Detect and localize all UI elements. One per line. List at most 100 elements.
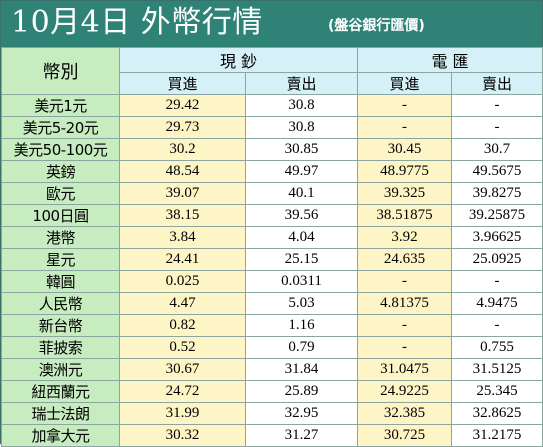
group-header-row: 幣別 現 鈔 電 匯 (1, 47, 543, 95)
currency-name-cell: 加拿大元 (1, 424, 120, 447)
currency-name-cell: 紐西蘭元 (1, 380, 120, 403)
cash-sell-cell: 30.8 (245, 94, 358, 117)
currency-name-cell: 歐元 (1, 182, 120, 205)
wire-sell-cell: 25.345 (451, 380, 543, 403)
cash-buy-cell: 30.32 (119, 424, 246, 447)
currency-name-cell: 100日圓 (1, 204, 120, 227)
wire-group-header: 電 匯 (357, 47, 543, 73)
wire-sell-cell: 32.8625 (451, 402, 543, 425)
cash-buy-cell: 30.67 (119, 358, 246, 381)
wire-sell-header: 賣出 (451, 72, 543, 95)
cash-sell-cell: 31.27 (245, 424, 358, 447)
currency-name-cell: 澳洲元 (1, 358, 120, 381)
wire-buy-cell: - (357, 94, 452, 117)
cash-buy-cell: 0.52 (119, 336, 246, 359)
wire-buy-cell: - (357, 314, 452, 337)
currency-name-cell: 星元 (1, 248, 120, 271)
wire-buy-cell: 3.92 (357, 226, 452, 249)
wire-buy-cell: 48.9775 (357, 160, 452, 183)
rate-rows: 美元1元 29.42 30.8- - 美元5-20元 29.73 30.8- - 美元50-10… (1, 94, 543, 447)
wire-buy-cell: 24.9225 (357, 380, 452, 403)
table-row: 加拿大元 30.32 31.27 30.725 31.2175 (1, 424, 543, 447)
cash-group-label: 現 鈔 (219, 52, 258, 71)
wire-buy-cell: 24.635 (357, 248, 452, 271)
wire-sell-cell: 31.2175 (451, 424, 543, 447)
cash-sell-cell: 30.8 (245, 116, 358, 139)
cash-buy-cell: 48.54 (119, 160, 246, 183)
table-row: 人民幣 4.47 5.03 4.81375 4.9475 (1, 292, 543, 315)
currency-name-cell: 新台幣 (1, 314, 120, 337)
table-row: 美元1元 29.42 30.8- - (1, 94, 543, 117)
wire-buy-cell: - (357, 336, 452, 359)
cash-buy-cell: 39.07 (119, 182, 246, 205)
table-row: 美元5-20元 29.73 30.8- - (1, 116, 543, 139)
cash-buy-header: 買進 (119, 72, 246, 95)
cash-buy-cell: 24.72 (119, 380, 246, 403)
wire-sell-cell: - (451, 314, 543, 337)
currency-name-cell: 美元1元 (1, 94, 120, 117)
currency-name-cell: 韓圓 (1, 270, 120, 293)
cash-sell-header: 賣出 (245, 72, 358, 95)
cash-sell-cell: 25.15 (245, 248, 358, 271)
table-row: 星元 24.41 25.15 24.635 25.0925 (1, 248, 543, 271)
wire-sell-cell: 39.8275 (451, 182, 543, 205)
wire-group-label: 電 匯 (431, 52, 469, 71)
cash-buy-cell: 24.41 (119, 248, 246, 271)
wire-buy-header: 買進 (357, 72, 452, 95)
cash-sell-cell: 0.79 (245, 336, 358, 359)
cash-sell-cell: 40.1 (245, 182, 358, 205)
bank-source-label: (盤谷銀行匯價) (328, 18, 425, 34)
cash-buy-cell: 3.84 (119, 226, 246, 249)
currency-name-cell: 瑞士法朗 (1, 402, 120, 425)
cash-buy-cell: 29.42 (119, 94, 246, 117)
currency-column-header: 幣別 (1, 47, 120, 95)
wire-sell-cell: - (451, 94, 543, 117)
cash-buy-cell: 31.99 (119, 402, 246, 425)
table-row: 菲披索 0.52 0.79-0.755 (1, 336, 543, 359)
wire-sell-cell: 31.5125 (451, 358, 543, 381)
table-row: 港幣 3.84 4.04 3.92 3.96625 (1, 226, 543, 249)
cash-buy-cell: 30.2 (119, 138, 246, 161)
currency-name-cell: 港幣 (1, 226, 120, 249)
cash-buy-cell: 4.47 (119, 292, 246, 315)
wire-buy-cell: 31.0475 (357, 358, 452, 381)
wire-buy-cell: 39.325 (357, 182, 452, 205)
exchange-rate-table: 幣別 現 鈔 電 匯 買進 賣出 買進 賣出 美元1元 29.42 30.8- - 美元… (1, 47, 543, 447)
cash-buy-cell: 29.73 (119, 116, 246, 139)
cash-buy-cell: 0.025 (119, 270, 246, 293)
wire-sell-cell: 4.9475 (451, 292, 543, 315)
wire-buy-cell: 30.45 (357, 138, 452, 161)
cash-sell-cell: 5.03 (245, 292, 358, 315)
cash-sell-cell: 32.95 (245, 402, 358, 425)
table-row: 新台幣 0.82 1.16- - (1, 314, 543, 337)
currency-name-cell: 美元5-20元 (1, 116, 120, 139)
table-row: 韓圓 0.025 0.0311- - (1, 270, 543, 293)
currency-name-cell: 菲披索 (1, 336, 120, 359)
wire-buy-cell: 32.385 (357, 402, 452, 425)
wire-buy-cell: 38.51875 (357, 204, 452, 227)
currency-name-cell: 人民幣 (1, 292, 120, 315)
table-row: 澳洲元 30.67 31.84 31.0475 31.5125 (1, 358, 543, 381)
cash-sell-cell: 25.89 (245, 380, 358, 403)
wire-buy-cell: - (357, 270, 452, 293)
wire-sell-cell: 30.7 (451, 138, 543, 161)
cash-sell-cell: 0.0311 (245, 270, 358, 293)
cash-sell-cell: 39.56 (245, 204, 358, 227)
sub-header-row: 買進 賣出 買進 賣出 (2, 72, 543, 95)
cash-sell-cell: 1.16 (245, 314, 358, 337)
title-bar: 10月4日 外幣行情 (盤谷銀行匯價) (1, 1, 542, 48)
cash-sell-cell: 30.85 (245, 138, 358, 161)
wire-sell-cell: - (451, 116, 543, 139)
wire-sell-cell: 39.25875 (451, 204, 543, 227)
wire-sell-cell: 49.5675 (451, 160, 543, 183)
currency-name-cell: 英鎊 (1, 160, 120, 183)
table-row: 紐西蘭元 24.72 25.89 24.9225 25.345 (1, 380, 543, 403)
cash-buy-cell: 38.15 (119, 204, 246, 227)
table-row: 瑞士法朗 31.99 32.95 32.385 32.8625 (1, 402, 543, 425)
wire-sell-cell: 0.755 (451, 336, 543, 359)
cash-sell-cell: 4.04 (245, 226, 358, 249)
cash-buy-cell: 0.82 (119, 314, 246, 337)
cash-sell-cell: 31.84 (245, 358, 358, 381)
page-title: 10月4日 外幣行情 (11, 5, 263, 40)
